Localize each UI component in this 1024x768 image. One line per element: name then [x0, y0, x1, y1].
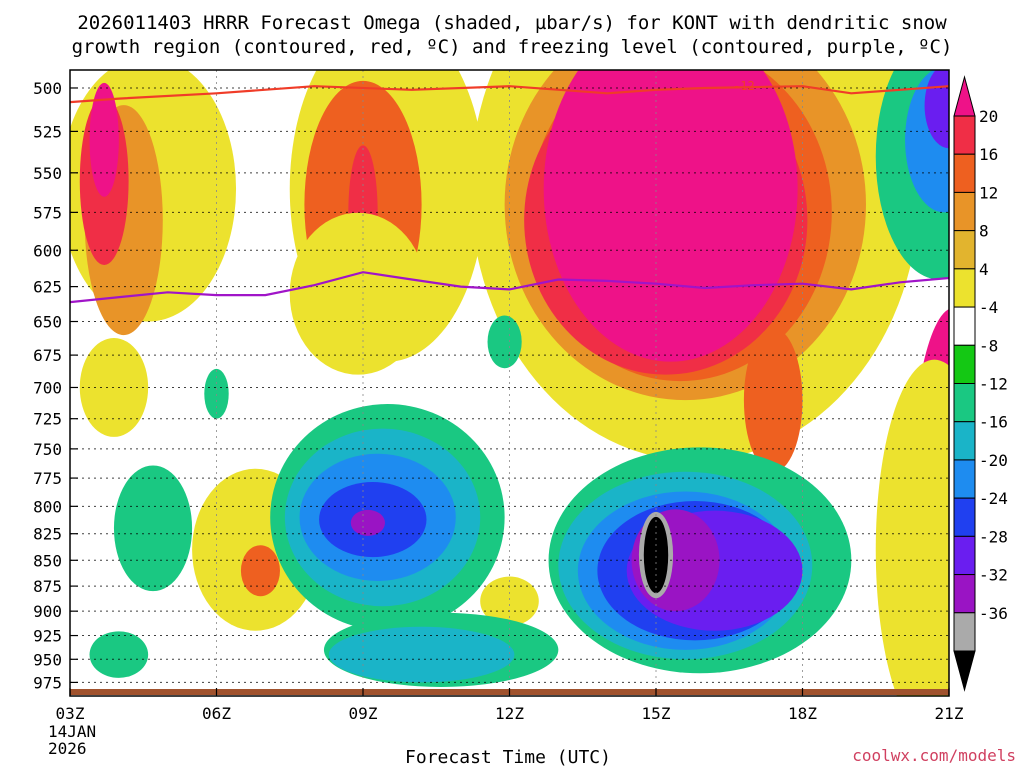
colorbar-bin-14 — [953, 612, 976, 652]
freezing-level-contour — [70, 271, 949, 304]
omega-region-blue-upper-right — [924, 70, 949, 149]
y-tick-label-700: 700 — [33, 378, 62, 397]
x-tick-label-21Z: 21Z — [935, 704, 964, 723]
colorbar-bin-6 — [953, 306, 976, 346]
y-tick-label-550: 550 — [33, 164, 62, 183]
y-tick-label-650: 650 — [33, 313, 62, 332]
y-tick-label-675: 675 — [33, 346, 62, 365]
omega-shaded-field — [70, 70, 949, 696]
y-tick-label-725: 725 — [33, 410, 62, 429]
credit-text: coolwx.com/models — [852, 746, 1016, 765]
y-tick-label-925: 925 — [33, 627, 62, 646]
colorbar-tick--32: -32 — [979, 566, 1008, 585]
colorbar-top-arrow — [953, 75, 976, 117]
colorbar-tick--8: -8 — [979, 336, 998, 355]
x-tick-label-09Z: 09Z — [349, 704, 378, 723]
colorbar-tick--36: -36 — [979, 604, 1008, 623]
colorbar-tick-20: 20 — [979, 107, 998, 126]
colorbar-bin-8 — [953, 383, 976, 423]
omega-region-purple-09z — [350, 509, 385, 536]
x-axis-label: Forecast Time (UTC) — [405, 747, 611, 768]
omega-region-teal-09z-low — [328, 626, 515, 683]
colorbar-tick--28: -28 — [979, 527, 1008, 546]
temperature-contours: -12 — [70, 79, 949, 304]
omega-region-orange-07z-low — [240, 545, 280, 597]
x-tick-label-15Z: 15Z — [642, 704, 671, 723]
colorbar-tick--16: -16 — [979, 413, 1008, 432]
omega-region-black-15z — [643, 516, 669, 594]
colorbar-tick--4: -4 — [979, 298, 998, 317]
colorbar-bin-5 — [953, 268, 976, 308]
y-tick-label-900: 900 — [33, 602, 62, 621]
omega-region-green-04z — [113, 465, 193, 592]
colorbar-bin-9 — [953, 421, 976, 461]
y-tick-label-500: 500 — [33, 79, 62, 98]
date-label-day: 14JAN — [48, 722, 96, 741]
colorbar-tick-12: 12 — [979, 183, 998, 202]
omega-region-yellow-edge-right — [875, 359, 949, 696]
chart-title-line-1: 2026011403 HRRR Forecast Omega (shaded, … — [77, 12, 947, 34]
colorbar-bin-13 — [953, 574, 976, 614]
colorbar-tick--24: -24 — [979, 489, 1008, 508]
omega-region-green-06z — [204, 368, 229, 419]
y-tick-label-750: 750 — [33, 440, 62, 459]
y-tick-label-800: 800 — [33, 497, 62, 516]
omega-region-upper-magenta-left — [89, 82, 119, 197]
y-tick-label-825: 825 — [33, 525, 62, 544]
colorbar-bin-4 — [953, 230, 976, 270]
date-label-year: 2026 — [48, 739, 87, 758]
x-tick-label-18Z: 18Z — [788, 704, 817, 723]
colorbar-bin-11 — [953, 497, 976, 537]
dendritic-contour-label: -12 — [733, 79, 755, 93]
y-tick-label-950: 950 — [33, 650, 62, 669]
omega-region-orange-17z — [743, 327, 803, 473]
gridlines — [70, 70, 949, 696]
x-tick-label-06Z: 06Z — [202, 704, 231, 723]
colorbar-bin-12 — [953, 535, 976, 576]
y-tick-label-600: 600 — [33, 241, 62, 260]
y-tick-label-625: 625 — [33, 278, 62, 297]
colorbar-tick-16: 16 — [979, 145, 998, 164]
omega-region-green-12z — [487, 315, 522, 369]
colorbar: 20 16 12 8 4 -4 -8 -12 -16 -20 -24 -28 -32 -36 — [953, 75, 1008, 692]
omega-region-magenta-right — [543, 70, 798, 362]
chart-title-line-2: growth region (contoured, red, ºC) and f… — [72, 36, 953, 58]
y-tick-label-850: 850 — [33, 551, 62, 570]
time-axis: 03Z 06Z 09Z 12Z 15Z 18Z 21Z — [56, 688, 964, 723]
y-tick-label-975: 975 — [33, 673, 62, 692]
colorbar-bin-3 — [953, 191, 976, 232]
x-tick-label-03Z: 03Z — [56, 704, 85, 723]
colorbar-bin-2 — [953, 153, 976, 193]
colorbar-bin-7 — [953, 344, 976, 384]
x-tick-label-12Z: 12Z — [495, 704, 524, 723]
omega-region-green-03z-low — [89, 631, 149, 678]
colorbar-tick-4: 4 — [979, 260, 989, 279]
colorbar-tick--20: -20 — [979, 451, 1008, 470]
y-tick-label-575: 575 — [33, 203, 62, 222]
colorbar-bin-1 — [953, 115, 976, 155]
y-tick-label-775: 775 — [33, 469, 62, 488]
dendritic-minus12-contour — [70, 85, 949, 104]
colorbar-tick-8: 8 — [979, 222, 989, 241]
y-tick-label-875: 875 — [33, 577, 62, 596]
pressure-axis: 500 525 550 575 600 625 650 675 700 725 750 775 800 8… — [33, 79, 78, 692]
colorbar-bottom-arrow — [953, 650, 976, 692]
colorbar-bin-10 — [953, 459, 976, 499]
colorbar-tick--12: -12 — [979, 375, 1008, 394]
omega-region-yellow-12z-low — [480, 576, 539, 626]
y-tick-label-525: 525 — [33, 122, 62, 141]
omega-region-yellow-09z-mid — [289, 212, 427, 375]
